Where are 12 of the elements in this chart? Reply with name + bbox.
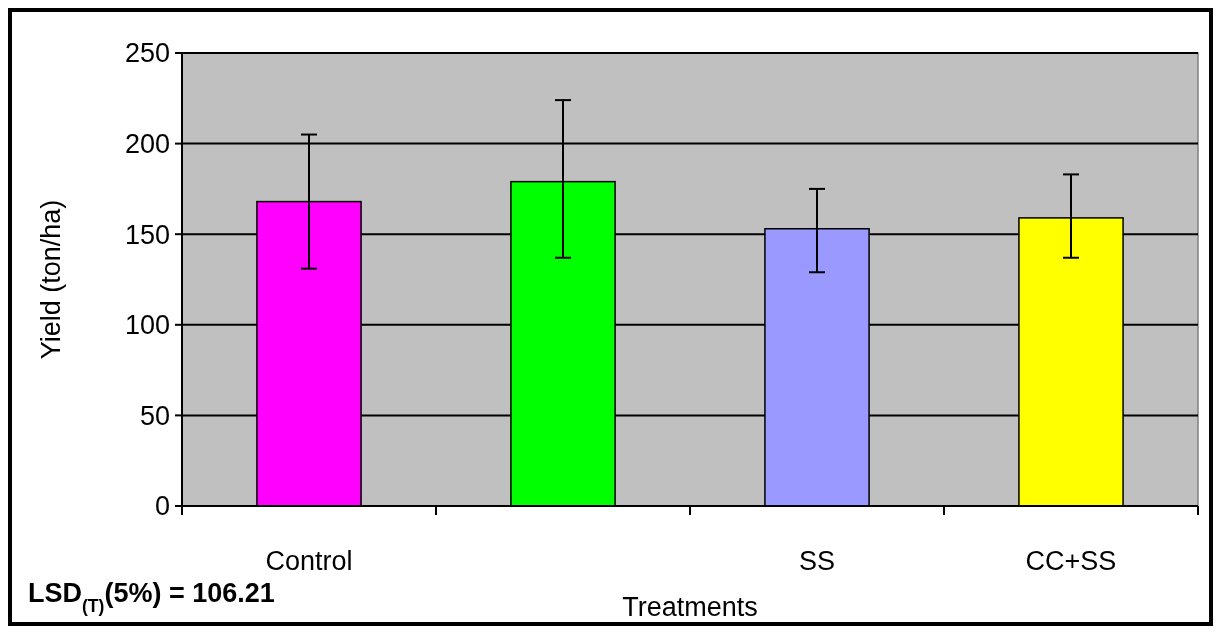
- y-axis-title: Yield (ton/ha): [36, 199, 66, 360]
- x-tick-label: CC+SS: [1025, 546, 1117, 576]
- y-tick-label: 50: [139, 400, 170, 431]
- y-tick-label: 100: [124, 310, 170, 341]
- y-tick-label: 250: [124, 38, 170, 69]
- y-tick-label: 0: [154, 491, 170, 522]
- x-tick-label: Control: [265, 546, 353, 576]
- text: LSD$_{(T)}$(5%) = 106.21: [28, 578, 275, 616]
- x-tick-label: SS: [798, 546, 836, 576]
- y-tick-label: 200: [124, 129, 170, 160]
- y-tick-label: 150: [124, 219, 170, 250]
- x-axis-title: Treatments: [622, 592, 758, 622]
